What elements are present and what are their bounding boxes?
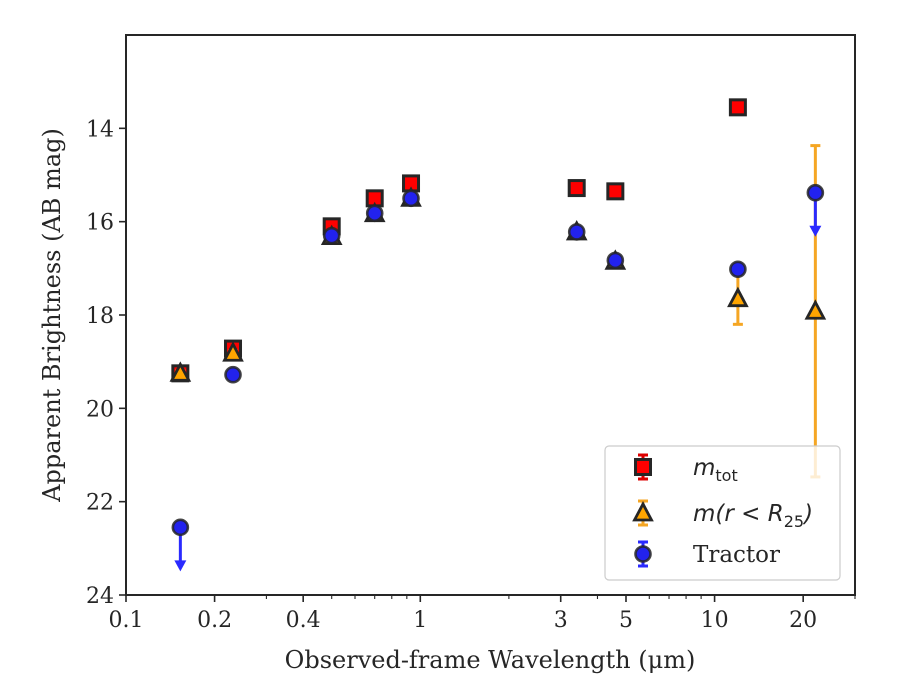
y-tick-label: 18 (86, 304, 114, 329)
point-tractor (567, 223, 586, 241)
upper-limit-arrowhead (809, 225, 822, 237)
x-tick-label: 10 (701, 608, 729, 633)
point-tractor (224, 365, 242, 384)
axis-ticks: 0.1 0.2 0.4 1 3 5 10 20 14 16 18 20 22 24 (86, 117, 856, 633)
x-tick-label: 0.4 (286, 608, 321, 633)
point-tractor (729, 260, 747, 279)
x-axis-label: Observed-frame Wavelength (μm) (285, 646, 696, 674)
point-mtot (728, 98, 747, 117)
point-tractor (606, 251, 625, 270)
legend-label-tractor: Tractor (693, 542, 780, 568)
legend-marker-tractor (634, 545, 652, 563)
series-layer (169, 98, 827, 572)
point-mr25 (169, 361, 192, 382)
legend-label-mtot: mtot (693, 455, 738, 485)
x-tick-label: 20 (789, 608, 817, 633)
legend: mtot m(r < R25) Tractor (604, 445, 841, 581)
legend-box (604, 445, 841, 581)
y-tick-label: 20 (86, 397, 114, 422)
point-tractor (806, 183, 825, 202)
y-tick-label: 16 (86, 211, 114, 236)
legend-marker-mtot (634, 458, 652, 476)
x-tick-label: 3 (554, 608, 568, 633)
point-mr25 (804, 299, 827, 320)
point-tractor (322, 226, 341, 245)
y-tick-label: 22 (86, 491, 114, 516)
legend-label-mr25: m(r < R25) (693, 501, 813, 531)
point-mtot (567, 179, 586, 198)
y-axis-label: Apparent Brightness (AB mag) (38, 128, 66, 503)
legend-marker-mr25 (632, 501, 654, 522)
series-tractor (171, 183, 825, 572)
plot-frame (125, 34, 856, 596)
point-mtot (606, 182, 625, 201)
x-tick-label: 0.2 (197, 608, 232, 633)
point-mr25 (222, 341, 244, 362)
point-tractor (171, 518, 190, 537)
point-tractor (365, 204, 384, 223)
point-tractor (402, 189, 420, 208)
y-tick-label: 14 (86, 117, 114, 142)
upper-limit-arrowhead (174, 560, 187, 572)
y-tick-label: 24 (86, 584, 114, 609)
x-tick-label: 1 (413, 608, 427, 633)
point-mr25 (727, 286, 749, 308)
x-tick-label: 0.1 (109, 608, 144, 633)
x-tick-label: 5 (619, 608, 633, 633)
